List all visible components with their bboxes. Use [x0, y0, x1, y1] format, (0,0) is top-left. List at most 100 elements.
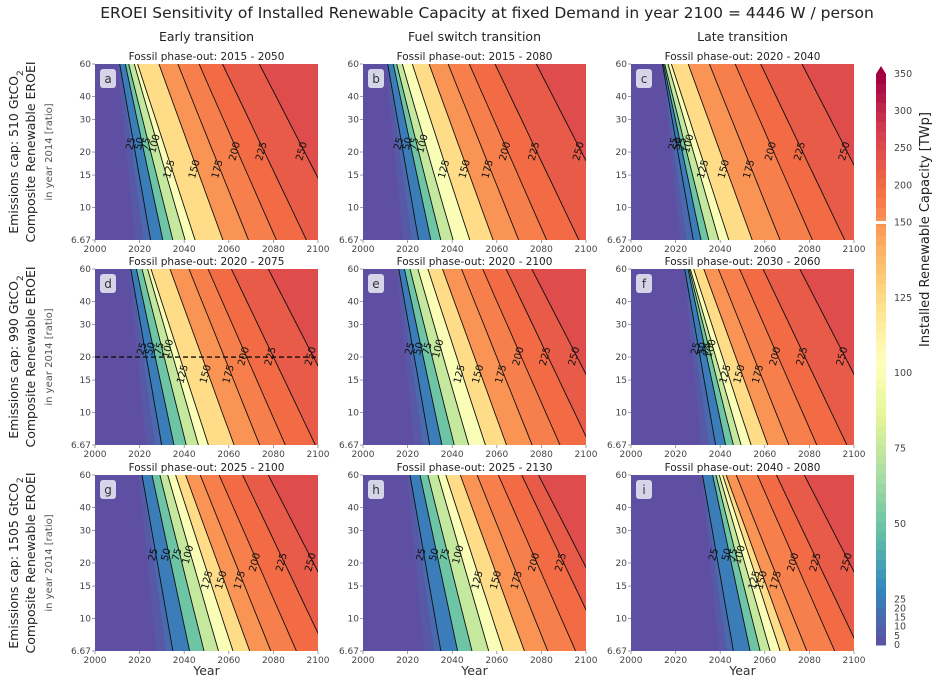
contour-label: 175 [480, 159, 496, 180]
colorbar-segment [876, 169, 886, 180]
contour-label: 250 [839, 552, 855, 573]
colorbar-segment [876, 606, 886, 617]
contour-line [158, 64, 224, 240]
y-tick-label: 10 [348, 615, 360, 625]
y-tick-label: 40 [616, 297, 628, 307]
contour-label: 75 [153, 341, 167, 356]
colorbar-tick-label: 350 [894, 69, 912, 80]
contour-label: 50 [133, 136, 147, 151]
contour-label: 150 [489, 570, 505, 591]
contour-label: 125 [175, 364, 191, 385]
row-ylabel: Composite Renewable EROEI [23, 266, 38, 447]
panel-subtitle: Fossil phase-out: 2020 - 2100 [397, 256, 553, 268]
contour-line [505, 269, 586, 438]
colorbar-segment [876, 254, 886, 265]
contour-label: 250 [571, 141, 587, 162]
contour-line [177, 64, 249, 240]
colorbar-segment [876, 369, 886, 379]
contour-label: 50 [671, 136, 685, 151]
x-tick-label: 2000 [84, 450, 107, 460]
panel-badge [636, 274, 652, 293]
colorbar-segment [876, 83, 886, 94]
contour-label: 125 [696, 159, 712, 180]
contour-line [447, 64, 520, 240]
y-tick-label: 20 [80, 148, 92, 158]
colorbar-segment [876, 207, 886, 218]
row-cap-subscript: 2 [16, 70, 26, 76]
y-tick-label: 10 [616, 409, 628, 419]
contour-line [267, 475, 318, 573]
y-tick-label: 6.67 [339, 441, 359, 451]
contour-line [703, 269, 769, 445]
x-tick-label: 2000 [84, 245, 107, 255]
y-tick-label: 15 [348, 171, 359, 181]
contour-label: 125 [470, 570, 486, 591]
contour-label: 175 [509, 570, 525, 591]
contour-line [442, 269, 507, 445]
colorbar-segment [876, 283, 886, 294]
y-tick-label: 15 [80, 376, 91, 386]
colorbar-segment [876, 492, 886, 503]
contour-label: 225 [795, 346, 811, 367]
x-tick-label: 2100 [307, 450, 330, 460]
y-tick-label: 6.67 [71, 441, 91, 451]
y-tick-label: 10 [616, 204, 628, 214]
x-tick-label: 2020 [128, 656, 151, 666]
contour-label: 200 [764, 141, 780, 162]
x-tick-label: 2000 [620, 245, 643, 255]
y-tick-label: 6.67 [339, 647, 359, 657]
row-ylabel: Composite Renewable EROEI [23, 61, 38, 242]
x-tick-label: 2040 [709, 450, 732, 460]
colorbar-tick-label: 15 [894, 613, 906, 624]
y-tick-label: 60 [80, 60, 92, 70]
contour-line [468, 64, 548, 240]
x-tick-label: 2000 [620, 656, 643, 666]
x-tick-label: 2040 [173, 245, 196, 255]
x-axis-label: Year [460, 663, 488, 678]
contour-line [445, 475, 504, 651]
contour-line [712, 475, 751, 651]
contour-line [661, 64, 694, 240]
x-tick-label: 2080 [798, 656, 821, 666]
colorbar-tick-label: 25 [894, 594, 906, 605]
contour-label: 225 [538, 346, 554, 367]
contour-label: 75 [171, 547, 185, 562]
colorbar-segment [876, 131, 886, 142]
contour-line [199, 475, 272, 651]
colorbar-tick-label: 20 [894, 603, 906, 614]
colorbar-segment [876, 530, 886, 541]
y-tick-label: 20 [616, 148, 628, 158]
colorbar-segment [876, 226, 886, 237]
colorbar-segment [876, 578, 886, 589]
contour-label: 125 [747, 570, 763, 591]
contour-line [670, 64, 730, 240]
panel-subtitle: Fossil phase-out: 2020 - 2075 [129, 256, 285, 268]
colorbar-segment [876, 473, 886, 484]
x-tick-label: 2080 [262, 450, 285, 460]
contour-label: 25 [136, 341, 150, 356]
contour-line [428, 64, 494, 240]
y-tick-label: 10 [80, 204, 92, 214]
contour-label: 225 [793, 141, 809, 162]
row-ylabel: Composite Renewable EROEI [23, 472, 38, 653]
x-tick-label: 2040 [709, 656, 732, 666]
x-tick-label: 2080 [262, 656, 285, 666]
y-tick-label: 40 [616, 92, 628, 102]
contour-line [734, 64, 813, 240]
y-tick-label: 60 [616, 60, 628, 70]
contour-label: 200 [498, 141, 514, 162]
colorbar-tick-label: 300 [894, 106, 912, 117]
contour-label: 100 [147, 133, 163, 154]
colorbar-label: Installed Renewable Capacity [TWp] [918, 112, 933, 347]
colorbar-segment [876, 502, 886, 513]
contour-line [258, 64, 318, 179]
contour-line [718, 475, 771, 651]
contour-line [141, 269, 187, 445]
contour-label: 50 [144, 341, 158, 356]
